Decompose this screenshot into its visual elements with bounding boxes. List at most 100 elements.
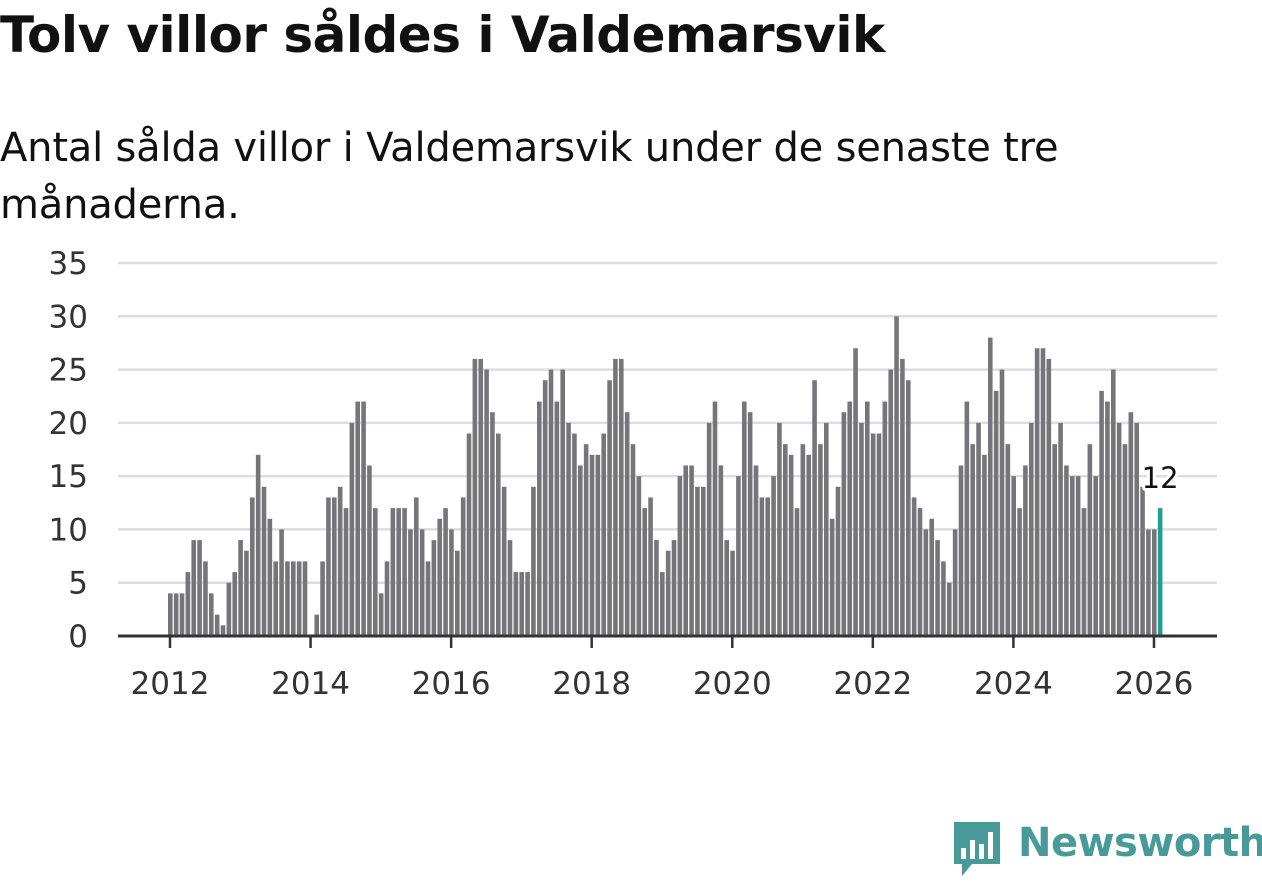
value-label: 12 — [1142, 461, 1179, 495]
bars — [168, 316, 1163, 636]
bar — [384, 561, 390, 636]
bar — [367, 465, 372, 636]
bar — [244, 550, 249, 636]
bar — [513, 572, 519, 636]
bar — [607, 380, 612, 636]
bar — [818, 444, 823, 636]
bar — [841, 412, 847, 636]
bar — [1011, 476, 1017, 636]
x-tick-label: 2026 — [1115, 666, 1194, 702]
bar — [888, 369, 894, 636]
bar — [1064, 465, 1069, 636]
bar — [1023, 465, 1028, 636]
bar — [1052, 444, 1058, 636]
bar — [659, 572, 665, 636]
bar — [958, 465, 964, 636]
bar — [1110, 369, 1116, 636]
bar — [566, 422, 571, 636]
bar — [929, 518, 935, 636]
bar — [712, 401, 718, 636]
bar — [197, 540, 202, 636]
bar — [1081, 508, 1087, 636]
y-tick-label: 25 — [49, 353, 88, 389]
bar — [572, 433, 577, 636]
bar — [718, 465, 724, 636]
bar — [279, 529, 284, 636]
bar — [618, 358, 624, 636]
bar — [905, 380, 911, 636]
bar — [946, 582, 952, 636]
bar — [273, 561, 279, 636]
bar — [1128, 412, 1134, 636]
bar — [1046, 358, 1052, 636]
bar — [987, 337, 993, 636]
bar — [677, 476, 683, 636]
bar — [490, 412, 495, 636]
bar — [390, 508, 396, 636]
bar — [835, 486, 841, 636]
bar — [964, 401, 970, 636]
bar — [261, 486, 267, 636]
bar — [536, 401, 542, 636]
x-tick-label: 2018 — [552, 666, 631, 702]
x-tick-label: 2014 — [271, 666, 350, 702]
bar — [1075, 476, 1081, 636]
bar — [296, 561, 302, 636]
bar — [472, 358, 478, 636]
bar — [771, 476, 776, 636]
bar — [285, 561, 290, 636]
bar — [454, 550, 460, 636]
bar — [589, 454, 595, 636]
bar — [583, 444, 589, 636]
bar — [249, 497, 255, 636]
bar — [765, 497, 771, 636]
bar — [179, 593, 185, 636]
bar — [730, 550, 735, 636]
bar — [853, 348, 858, 636]
bar — [413, 497, 419, 636]
bar — [577, 465, 583, 636]
bar — [993, 390, 999, 636]
bar — [741, 401, 747, 636]
bar — [361, 401, 366, 636]
bar — [624, 412, 630, 636]
bar — [396, 508, 402, 636]
bar — [419, 529, 425, 636]
bar — [1093, 476, 1099, 636]
y-tick-label: 10 — [49, 512, 88, 548]
bar — [337, 486, 343, 636]
x-tick-label: 2012 — [131, 666, 210, 702]
bar — [794, 508, 800, 636]
bar — [642, 508, 648, 636]
bar — [823, 422, 829, 636]
bar — [700, 486, 706, 636]
bar — [923, 529, 929, 636]
bar — [689, 465, 694, 636]
bar — [1140, 486, 1145, 636]
bar — [648, 497, 653, 636]
bar — [437, 518, 443, 636]
bar — [870, 433, 876, 636]
bar — [425, 561, 431, 636]
bar — [970, 444, 976, 636]
bar — [747, 412, 753, 636]
bar — [777, 422, 782, 636]
bar — [320, 561, 325, 636]
x-tick-label: 2016 — [412, 666, 491, 702]
chart-subtitle: Antal sålda villor i Valdemarsvik under … — [0, 125, 1059, 228]
bar — [847, 401, 853, 636]
bar — [255, 454, 261, 636]
bar — [917, 508, 923, 636]
bar — [495, 433, 501, 636]
bar — [214, 614, 220, 636]
bar — [671, 540, 677, 636]
y-tick-label: 5 — [68, 566, 88, 602]
bar — [203, 561, 208, 636]
bar — [349, 422, 355, 636]
bar — [290, 561, 296, 636]
y-axis-labels: 0 5 10 15 20 25 30 35 — [49, 246, 88, 655]
bar — [636, 476, 642, 636]
bar — [173, 593, 179, 636]
bar — [1069, 476, 1075, 636]
